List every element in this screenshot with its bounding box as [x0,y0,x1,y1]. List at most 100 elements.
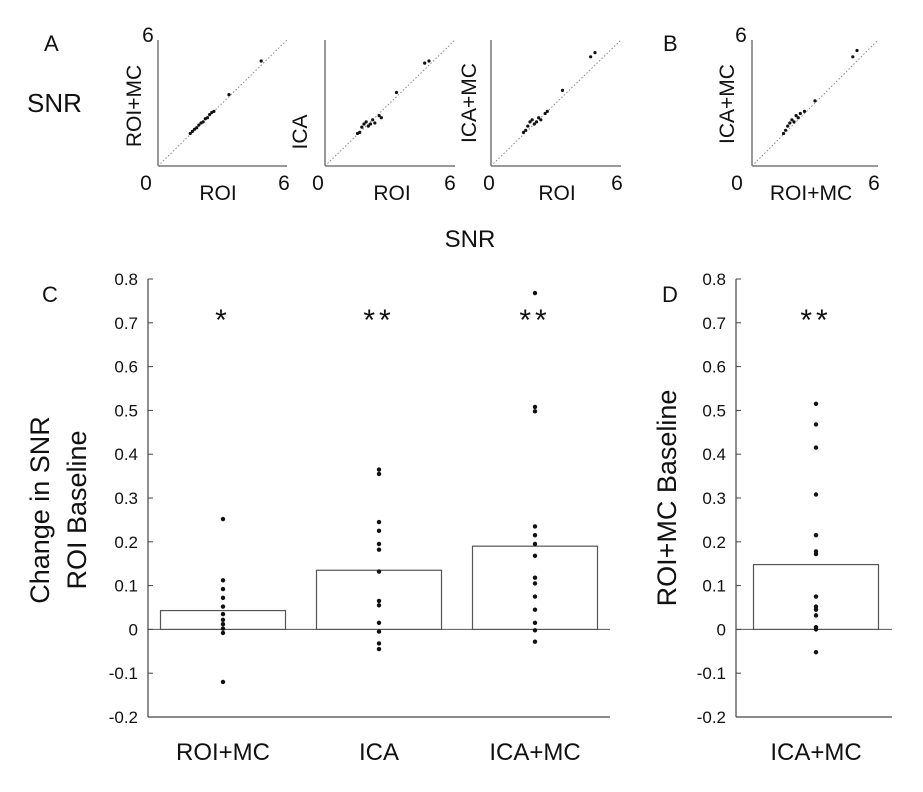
bar-c-y-tick-label: 0.4 [114,445,138,464]
panel-label-a: A [44,31,59,56]
bar-c-y-tick-label: -0.2 [109,708,138,727]
bar-d-data-point [813,445,819,450]
bar-c-data-point [220,586,226,592]
scatter-b-point [813,99,817,103]
bar-c-category-label: ICA+MC [489,739,580,766]
bar-d-y-tick-label: 0.7 [702,314,726,333]
scatter-a3-point [521,130,526,134]
bar-d-data-point [813,422,819,427]
scatter-a2-point [373,121,377,125]
scatter-panel-b: B 0 6 6 ROI+MC ICA+MC [663,24,880,205]
scatter-a2-point [364,120,368,124]
scatter-a1-point [197,123,201,127]
bar-c-y-tick-label: 0.8 [114,270,138,289]
scatter-a3-tick-max: 6 [611,172,623,195]
bar-c-data-point [376,641,382,646]
bar-c-significance-marker: ** [363,304,394,337]
bar-c-data-point [376,598,382,604]
scatter-b-ylabel: ICA+MC [716,64,739,144]
bar-d-y-tick-label: 0.6 [702,358,726,377]
scatter-a3-point [528,120,532,124]
bar-c-data-point [376,603,382,608]
bar-d-data-point [813,649,819,655]
bar-d-y-tick-label: 0.1 [702,577,726,596]
scatter-panel-a1: A 0 6 6 ROI ROI+MC [44,24,290,205]
bar-c-y-tick-label: 0.6 [114,358,138,377]
scatter-a1-tick-max-x: 6 [278,172,290,195]
bar-c-y-tick-label: 0.1 [114,577,138,596]
bar-c-y-tick-label: 0 [129,620,138,639]
bar-d-y-tick-label: -0.1 [697,664,726,683]
scatter-a1-point [212,109,216,113]
bar-c-data-point [220,679,226,685]
bar-c-data-point [376,467,382,472]
scatter-a3-point [526,124,530,128]
scatter-a1-point [188,131,192,136]
bar-panel-d: D ROI+MC Baseline -0.2 -0.1 0 0.1 0.2 0.3 0.4 0… [652,270,892,766]
scatter-a3-tick-min: 0 [483,172,495,195]
bar-c-data-point [220,595,226,601]
scatter-a2-tick-min: 0 [312,172,324,195]
scatter-a2-tick-max: 6 [444,172,456,195]
bar-c-data-point [532,607,538,612]
bar-c-data-point [376,646,382,652]
snr-center-label: SNR [445,226,496,253]
bar-c-data-point [532,628,538,633]
panel-label-d: D [662,282,678,307]
scatter-a3-point [537,116,541,120]
bar-d-y-tick-label: 0.8 [702,270,726,289]
scatter-a3-identity-line [490,39,622,167]
scatter-b-point [784,128,788,132]
scatter-a1-xlabel: ROI [199,182,236,205]
bar-c-data-point [532,553,538,559]
scatter-a3-point [532,122,536,126]
bar-c-data-point [532,404,538,410]
scatter-a1-point [205,116,210,120]
bar-c-y-tick-label: 0.3 [114,489,138,508]
bar-c-data-point [220,617,226,622]
scatter-b-point [851,55,855,59]
scatter-b-point [790,118,794,122]
scatter-b-point [796,116,800,120]
scatter-b-point [781,131,786,136]
bar-d-data-point [813,533,819,538]
bar-d-data-point [813,594,819,599]
bar-c-category-label: ICA [359,739,399,766]
bar-d-significance-marker: ** [800,304,831,337]
bar-c-data-point [532,594,538,599]
scatter-a3-point [589,55,593,59]
scatter-a1-point [259,59,263,63]
scatter-a2-point [368,122,373,126]
bar-d-y-tick-label: 0.4 [702,445,726,464]
bar-c-data-point [220,516,226,522]
bar-c-ylabel: Change in SNR [25,416,55,604]
scatter-b-point [788,121,792,125]
bar-c-data-point [532,639,538,644]
bar-d-data-point [813,604,819,609]
scatter-a2-point [423,61,427,65]
scatter-a2-ylabel: ICA [289,114,312,149]
bar-c-data-point [376,569,382,574]
panel-label-c: C [42,282,58,307]
scatter-a1-tick-min: 0 [140,172,152,195]
bar-d-data-point [813,607,819,612]
panel-label-b: B [663,31,678,56]
scatter-a1-point [195,126,199,130]
scatter-b-point [802,109,807,113]
bar-panel-c: C Change in SNR ROI Baseline -0.2 -0.1 0 0.… [25,270,610,766]
bar-d-ylabel: ROI+MC Baseline [652,390,682,607]
scatter-b-point [792,120,796,124]
bar-d-data-point [813,627,819,632]
bar-c-data-point [376,629,382,634]
bar-d-bar [752,563,880,630]
scatter-a3-point [543,111,547,116]
bar-d-y-tick-label: 0.5 [702,401,726,420]
scatter-b-tick-min: 0 [731,172,743,195]
scatter-a2-point [360,125,364,129]
scatter-a3-point [593,51,597,55]
bar-c-data-point [220,630,226,636]
scatter-a3-point [539,118,543,122]
scatter-a1-point [190,129,194,133]
bar-c-y-tick-label: -0.1 [109,664,138,683]
